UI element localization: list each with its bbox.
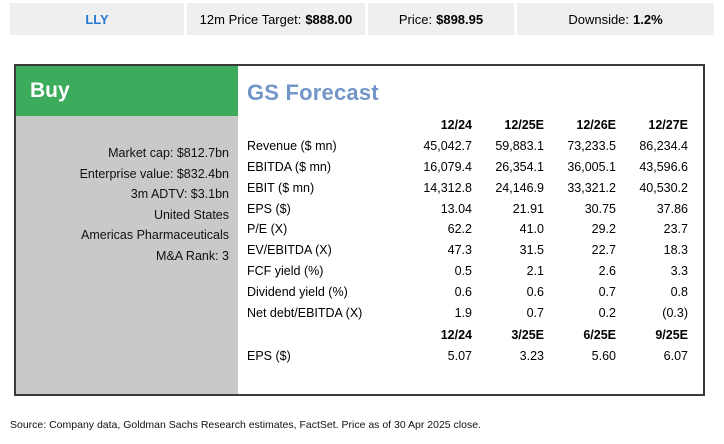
section-title: GS Forecast xyxy=(247,80,379,105)
quarterly-header-row: 12/24 3/25E 6/25E 9/25E xyxy=(247,325,688,346)
cell: 1.9 xyxy=(454,305,472,320)
cell: 0.6 xyxy=(526,284,544,299)
cell: 43,596.6 xyxy=(639,159,688,174)
price-label: Price: xyxy=(398,11,433,27)
cell: 33,321.2 xyxy=(567,180,616,195)
cell: 0.6 xyxy=(454,284,472,299)
row-label: Net debt/EBITDA (X) xyxy=(247,305,363,320)
table-row: EBITDA ($ mn) 16,079.4 26,354.1 36,005.1… xyxy=(247,157,688,178)
cell: 6.07 xyxy=(663,349,688,364)
cell: 13.04 xyxy=(440,201,472,216)
ticker-bar: LLY 12m Price Target: $888.00 Price: $89… xyxy=(10,3,714,35)
rating-panel: Buy Market cap: $812.7bn Enterprise valu… xyxy=(16,66,238,394)
row-label: P/E (X) xyxy=(247,222,288,237)
cell: 0.7 xyxy=(598,284,616,299)
cell: 0.8 xyxy=(670,284,688,299)
row-label: Revenue ($ mn) xyxy=(247,139,337,154)
column-header: 12/26E xyxy=(576,118,616,133)
stat-ma-rank: M&A Rank: 3 xyxy=(156,248,229,263)
cell: 23.7 xyxy=(663,222,688,237)
cell: 14,312.8 xyxy=(423,180,472,195)
cell: 22.7 xyxy=(591,243,616,258)
row-label: EBIT ($ mn) xyxy=(247,180,315,195)
cell: 40,530.2 xyxy=(639,180,688,195)
column-header: 9/25E xyxy=(655,328,688,343)
cell: 5.60 xyxy=(591,349,616,364)
cell: 86,234.4 xyxy=(639,139,688,154)
cell: 45,042.7 xyxy=(423,139,472,154)
stat-adtv: 3m ADTV: $3.1bn xyxy=(130,187,229,202)
cell: 29.2 xyxy=(591,222,616,237)
row-label: Dividend yield (%) xyxy=(247,284,348,299)
quarterly-forecast-table: 12/24 3/25E 6/25E 9/25E EPS ($) 5.07 3.2… xyxy=(247,325,688,367)
table-row: P/E (X) 62.2 41.0 29.2 23.7 xyxy=(247,219,688,240)
cell: 3.23 xyxy=(519,349,544,364)
downside-segment: Downside: 1.2% xyxy=(517,3,714,35)
cell: 5.07 xyxy=(447,349,472,364)
forecast-panel: GS Forecast 12/24 12/25E 12/26E 12/27E R… xyxy=(238,66,703,394)
cell: 41.0 xyxy=(519,222,544,237)
cell: 21.91 xyxy=(512,201,544,216)
cell: 73,233.5 xyxy=(567,139,616,154)
row-label: FCF yield (%) xyxy=(247,263,324,278)
row-label: EPS ($) xyxy=(247,349,291,364)
price-value: $898.95 xyxy=(436,11,484,27)
annual-header-row: 12/24 12/25E 12/26E 12/27E xyxy=(247,115,688,136)
cell: 2.6 xyxy=(598,263,616,278)
cell: 36,005.1 xyxy=(567,159,616,174)
stat-market-cap: Market cap: $812.7bn xyxy=(108,146,229,160)
ticker-link[interactable]: LLY xyxy=(85,11,109,27)
cell: 26,354.1 xyxy=(495,159,544,174)
column-header: 12/24 xyxy=(440,328,472,343)
row-label: EV/EBITDA (X) xyxy=(247,243,332,258)
downside-label: Downside: xyxy=(568,11,630,27)
table-row: EPS ($) 13.04 21.91 30.75 37.86 xyxy=(247,198,688,219)
cell: 37.86 xyxy=(656,201,688,216)
cell: 47.3 xyxy=(447,243,472,258)
cell: 2.1 xyxy=(526,263,544,278)
table-row: Revenue ($ mn) 45,042.7 59,883.1 73,233.… xyxy=(247,136,688,157)
column-header: 12/25E xyxy=(504,118,544,133)
cell: (0.3) xyxy=(662,305,688,320)
stat-sector: Americas Pharmaceuticals xyxy=(81,228,229,243)
cell: 0.7 xyxy=(526,305,544,320)
rating-badge: Buy xyxy=(16,66,238,116)
cell: 31.5 xyxy=(519,243,544,258)
table-row: EV/EBITDA (X) 47.3 31.5 22.7 18.3 xyxy=(247,240,688,261)
column-header: 3/25E xyxy=(511,328,544,343)
column-header: 6/25E xyxy=(583,328,616,343)
cell: 0.2 xyxy=(598,305,616,320)
column-header: 12/27E xyxy=(648,118,688,133)
stat-country: United States xyxy=(153,207,229,222)
cell: 59,883.1 xyxy=(495,139,544,154)
column-header: 12/24 xyxy=(440,118,472,133)
header-spacer xyxy=(247,325,400,346)
cell: 18.3 xyxy=(663,243,688,258)
table-row: Net debt/EBITDA (X) 1.9 0.7 0.2 (0.3) xyxy=(247,302,688,323)
forecast-card: Buy Market cap: $812.7bn Enterprise valu… xyxy=(14,64,705,396)
cell: 30.75 xyxy=(584,201,616,216)
company-stats: Market cap: $812.7bn Enterprise value: $… xyxy=(16,116,238,394)
downside-value: 1.2% xyxy=(633,11,663,27)
table-row: EPS ($) 5.07 3.23 5.60 6.07 xyxy=(247,346,688,367)
price-target-value: $888.00 xyxy=(305,11,353,27)
stat-enterprise-value: Enterprise value: $832.4bn xyxy=(79,166,229,181)
ticker-segment: LLY xyxy=(10,3,184,35)
table-row: FCF yield (%) 0.5 2.1 2.6 3.3 xyxy=(247,261,688,282)
cell: 16,079.4 xyxy=(423,159,472,174)
cell: 0.5 xyxy=(454,263,472,278)
row-label: EPS ($) xyxy=(247,201,291,216)
price-target-label: 12m Price Target: xyxy=(199,11,302,27)
row-label: EBITDA ($ mn) xyxy=(247,159,332,174)
header-spacer xyxy=(247,115,400,136)
annual-forecast-table: 12/24 12/25E 12/26E 12/27E Revenue ($ mn… xyxy=(247,115,688,323)
cell: 3.3 xyxy=(670,263,688,278)
price-segment: Price: $898.95 xyxy=(368,3,514,35)
price-target-segment: 12m Price Target: $888.00 xyxy=(187,3,365,35)
cell: 24,146.9 xyxy=(495,180,544,195)
source-note: Source: Company data, Goldman Sachs Rese… xyxy=(10,419,481,431)
cell: 62.2 xyxy=(447,222,472,237)
table-row: EBIT ($ mn) 14,312.8 24,146.9 33,321.2 4… xyxy=(247,177,688,198)
table-row: Dividend yield (%) 0.6 0.6 0.7 0.8 xyxy=(247,281,688,302)
